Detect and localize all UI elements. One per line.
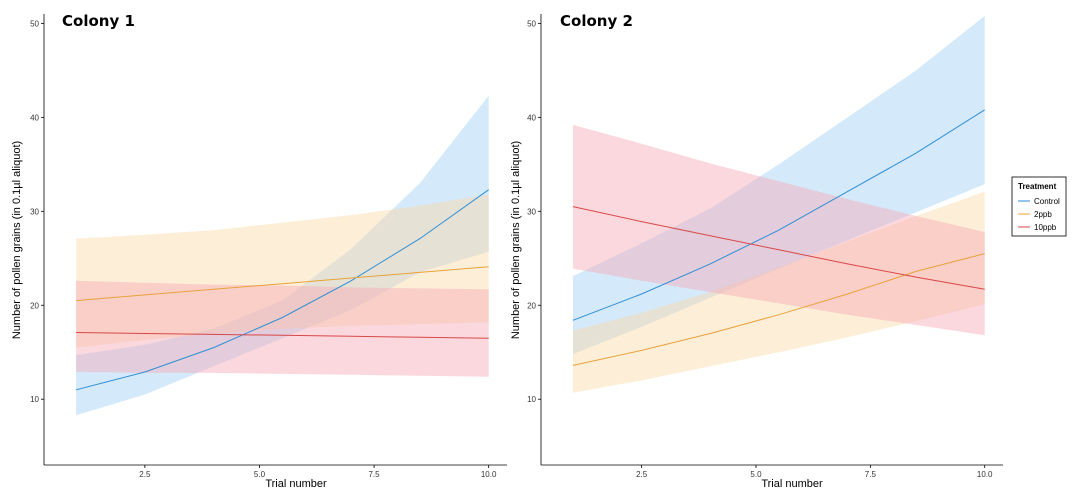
confidence-band-control — [76, 95, 489, 416]
x-tick-label: 7.5 — [368, 470, 380, 479]
legend-item-2ppb: 2ppb — [1018, 210, 1052, 219]
x-tick-label: 10.0 — [481, 470, 497, 479]
x-tick-label: 5.0 — [254, 470, 266, 479]
y-tick-label: 50 — [527, 19, 536, 28]
x-tick-label: 7.5 — [865, 470, 877, 479]
y-axis-title: Number of pollen grains (in 0.1µl aliquo… — [11, 141, 23, 339]
y-tick-label: 50 — [30, 19, 39, 28]
panel-title: Colony 1 — [62, 12, 135, 30]
y-axis-ticks: 10 20 30 40 50 — [30, 19, 44, 404]
confidence-band-control — [573, 15, 985, 355]
x-tick-label: 5.0 — [750, 470, 762, 479]
confidence-bands — [573, 15, 985, 393]
y-tick-label: 40 — [527, 113, 536, 122]
confidence-band-2ppb — [76, 194, 489, 348]
chart-colony-1: 10 20 30 40 50 2.5 5.0 7.5 10.0 Colony 1 Trial … — [11, 12, 507, 490]
chart-colony-2: 10 20 30 40 50 2.5 5.0 7.5 10.0 Colony 2 Trial … — [510, 12, 1003, 490]
series-lines — [75, 189, 489, 391]
series-line-control — [75, 189, 489, 391]
x-tick-label: 2.5 — [139, 470, 151, 479]
y-tick-label: 30 — [527, 207, 536, 216]
y-tick-label: 30 — [30, 207, 39, 216]
x-tick-label: 10.0 — [977, 470, 993, 479]
series-line-10ppb — [76, 332, 489, 339]
series-lines — [572, 109, 985, 366]
series-line-control — [572, 109, 985, 321]
series-line-2ppb — [572, 253, 985, 366]
y-tick-label: 10 — [527, 395, 536, 404]
legend-box — [1011, 176, 1067, 237]
legend-label: Control — [1034, 197, 1060, 206]
x-axis-ticks: 2.5 5.0 7.5 10.0 — [139, 465, 497, 479]
x-axis-title: Trial number — [761, 478, 823, 490]
y-axis-ticks: 10 20 30 40 50 — [527, 19, 541, 404]
legend-label: 2ppb — [1034, 210, 1052, 219]
y-tick-label: 10 — [30, 395, 39, 404]
y-tick-label: 20 — [527, 301, 536, 310]
x-axis-ticks: 2.5 5.0 7.5 10.0 — [636, 465, 993, 479]
x-axis-title: Trial number — [265, 478, 327, 490]
legend-title: Treatment — [1018, 182, 1057, 191]
confidence-band-10ppb — [76, 280, 489, 377]
x-tick-label: 2.5 — [636, 470, 648, 479]
legend-label: 10ppb — [1034, 223, 1057, 232]
legend-item-control: Control — [1018, 197, 1060, 206]
y-tick-label: 20 — [30, 301, 39, 310]
legend-item-10ppb: 10ppb — [1018, 223, 1057, 232]
series-line-2ppb — [76, 266, 489, 302]
y-tick-label: 40 — [30, 113, 39, 122]
panel-title: Colony 2 — [560, 12, 633, 30]
y-axis-title: Number of pollen grains (in 0.1µl aliquo… — [510, 141, 522, 339]
confidence-bands — [76, 95, 489, 416]
series-line-10ppb — [572, 206, 985, 290]
legend: Treatment Control 2ppb 10ppb — [1011, 176, 1067, 237]
